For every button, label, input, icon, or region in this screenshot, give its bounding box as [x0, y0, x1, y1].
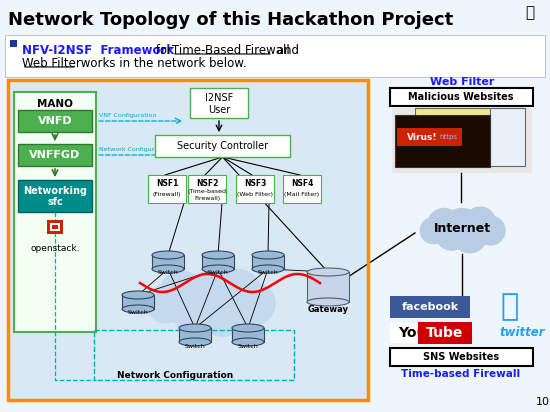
- FancyBboxPatch shape: [236, 175, 274, 203]
- Text: VNFD: VNFD: [38, 116, 72, 126]
- Circle shape: [147, 285, 185, 323]
- FancyBboxPatch shape: [179, 328, 211, 342]
- FancyBboxPatch shape: [395, 115, 490, 167]
- FancyBboxPatch shape: [390, 88, 533, 106]
- Circle shape: [465, 207, 496, 239]
- Text: Web Filter: Web Filter: [430, 77, 494, 87]
- FancyBboxPatch shape: [14, 92, 96, 332]
- Text: for: for: [152, 44, 176, 57]
- Circle shape: [436, 219, 467, 250]
- Text: Firewall): Firewall): [194, 196, 220, 201]
- FancyBboxPatch shape: [9, 81, 367, 399]
- Ellipse shape: [152, 251, 184, 259]
- FancyBboxPatch shape: [152, 255, 184, 269]
- FancyBboxPatch shape: [392, 108, 532, 173]
- Circle shape: [197, 287, 247, 336]
- FancyBboxPatch shape: [307, 272, 349, 302]
- FancyBboxPatch shape: [18, 180, 92, 212]
- FancyBboxPatch shape: [435, 108, 525, 166]
- Text: VNFFGD: VNFFGD: [29, 150, 81, 160]
- Circle shape: [215, 269, 261, 315]
- Text: (Mail Filter): (Mail Filter): [284, 192, 320, 197]
- Text: https: https: [439, 134, 457, 140]
- Circle shape: [420, 218, 447, 243]
- Text: Time-based Firewall: Time-based Firewall: [402, 369, 520, 379]
- Circle shape: [443, 208, 481, 248]
- Ellipse shape: [307, 298, 349, 306]
- Text: twitter: twitter: [500, 326, 546, 339]
- Circle shape: [171, 287, 217, 332]
- Circle shape: [428, 208, 459, 240]
- Circle shape: [476, 216, 505, 245]
- Text: You: You: [398, 326, 426, 340]
- Ellipse shape: [122, 305, 154, 313]
- FancyBboxPatch shape: [148, 175, 186, 203]
- Circle shape: [453, 219, 487, 253]
- Text: sfc: sfc: [47, 197, 63, 207]
- Ellipse shape: [202, 251, 234, 259]
- FancyBboxPatch shape: [390, 296, 470, 318]
- Text: Switch: Switch: [238, 344, 258, 349]
- Text: (Time-based: (Time-based: [188, 189, 227, 194]
- Text: Network Configuration: Network Configuration: [99, 147, 170, 152]
- FancyBboxPatch shape: [155, 135, 290, 157]
- Text: facebook: facebook: [402, 302, 459, 312]
- FancyBboxPatch shape: [52, 225, 58, 229]
- FancyBboxPatch shape: [232, 328, 264, 342]
- Circle shape: [233, 283, 275, 325]
- Ellipse shape: [307, 268, 349, 276]
- Text: Internet: Internet: [433, 222, 491, 234]
- FancyBboxPatch shape: [202, 255, 234, 269]
- FancyBboxPatch shape: [190, 88, 248, 118]
- FancyBboxPatch shape: [418, 322, 472, 344]
- Text: works in the network below.: works in the network below.: [77, 57, 246, 70]
- Text: Time-Based Firewall: Time-Based Firewall: [172, 44, 290, 57]
- Text: NSF3: NSF3: [244, 178, 266, 187]
- FancyBboxPatch shape: [397, 128, 462, 146]
- Text: NSF4: NSF4: [291, 178, 313, 187]
- Text: Networking: Networking: [23, 186, 87, 196]
- Text: (Firewall): (Firewall): [153, 192, 182, 197]
- Ellipse shape: [179, 338, 211, 346]
- Text: openstack.: openstack.: [30, 244, 80, 253]
- FancyBboxPatch shape: [390, 323, 440, 343]
- Text: Gateway: Gateway: [307, 306, 349, 314]
- Ellipse shape: [252, 265, 284, 273]
- Ellipse shape: [202, 265, 234, 273]
- Text: Malicious Websites: Malicious Websites: [408, 92, 514, 102]
- FancyBboxPatch shape: [18, 144, 92, 166]
- Text: NSF2: NSF2: [196, 178, 218, 187]
- Text: Switch: Switch: [128, 311, 148, 316]
- Ellipse shape: [252, 251, 284, 259]
- Text: Network Topology of this Hackathon Project: Network Topology of this Hackathon Proje…: [8, 11, 453, 29]
- Ellipse shape: [152, 265, 184, 273]
- FancyBboxPatch shape: [122, 295, 154, 309]
- Text: Network Configuration: Network Configuration: [117, 370, 233, 379]
- Text: Switch: Switch: [257, 271, 278, 276]
- FancyBboxPatch shape: [5, 35, 545, 77]
- Text: Switch: Switch: [158, 271, 178, 276]
- FancyBboxPatch shape: [188, 175, 226, 203]
- Ellipse shape: [232, 338, 264, 346]
- FancyBboxPatch shape: [252, 255, 284, 269]
- Text: Switch: Switch: [185, 344, 205, 349]
- Text: NFV-I2NSF  Framework: NFV-I2NSF Framework: [22, 44, 174, 57]
- Text: NSF1: NSF1: [156, 178, 178, 187]
- Text: (Web Filter): (Web Filter): [237, 192, 273, 197]
- Text: 🌿: 🌿: [525, 5, 535, 20]
- FancyBboxPatch shape: [18, 110, 92, 132]
- FancyBboxPatch shape: [390, 348, 533, 366]
- Text: Security Controller: Security Controller: [177, 141, 268, 151]
- Ellipse shape: [179, 324, 211, 332]
- FancyBboxPatch shape: [50, 223, 60, 231]
- Text: Web Filter: Web Filter: [22, 57, 81, 70]
- Ellipse shape: [232, 324, 264, 332]
- Text: VNF Configuration: VNF Configuration: [99, 113, 156, 118]
- FancyBboxPatch shape: [415, 108, 490, 160]
- Text: and: and: [273, 44, 299, 57]
- Ellipse shape: [122, 291, 154, 299]
- Text: User: User: [208, 105, 230, 115]
- Circle shape: [159, 272, 205, 317]
- Text: MANO: MANO: [37, 99, 73, 109]
